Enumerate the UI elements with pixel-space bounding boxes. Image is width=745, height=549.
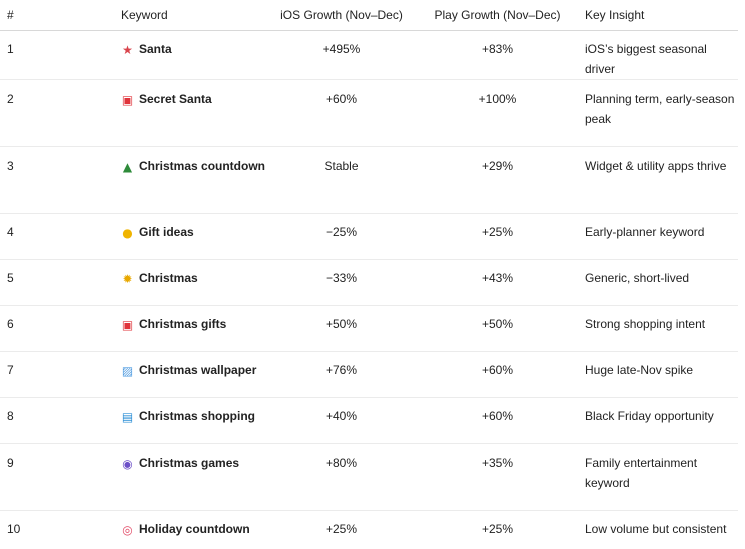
- keyword-text: Christmas gifts: [139, 317, 226, 331]
- keyword-text: Christmas shopping: [139, 409, 255, 423]
- row-play-growth: +25%: [417, 511, 578, 549]
- row-number: 10: [0, 511, 113, 549]
- row-number: 5: [0, 260, 113, 306]
- row-keyword: ◉ Christmas games: [113, 444, 266, 511]
- row-keyword: ▣ Secret Santa: [113, 80, 266, 147]
- row-key-insight: Widget & utility apps thrive: [578, 147, 738, 214]
- header-keyword: Keyword: [113, 0, 266, 31]
- table-row: 6 ▣ Christmas gifts +50% +50% Strong shop…: [0, 306, 738, 352]
- row-number: 8: [0, 398, 113, 444]
- row-number: 7: [0, 352, 113, 398]
- game-controller-icon: ◉: [121, 458, 134, 471]
- row-ios-growth: −33%: [266, 260, 417, 306]
- row-play-growth: +60%: [417, 398, 578, 444]
- alarm-clock-icon: ◎: [121, 524, 134, 537]
- row-ios-growth: +80%: [266, 444, 417, 511]
- row-keyword: ▨ Christmas wallpaper: [113, 352, 266, 398]
- row-keyword: ★ Santa: [113, 31, 266, 80]
- keyword-text: Christmas games: [139, 456, 239, 470]
- keyword-text: Christmas wallpaper: [139, 363, 256, 377]
- table-row: 7 ▨ Christmas wallpaper +76% +60% Huge la…: [0, 352, 738, 398]
- row-ios-growth: +50%: [266, 306, 417, 352]
- row-number: 6: [0, 306, 113, 352]
- row-ios-growth: −25%: [266, 214, 417, 260]
- keyword-text: Christmas countdown: [139, 159, 265, 173]
- keyword-text: Holiday countdown: [139, 522, 250, 536]
- row-key-insight: Planning term, early-season peak: [578, 80, 738, 147]
- picture-icon: ▨: [121, 365, 134, 378]
- header-key-insight: Key Insight: [578, 0, 738, 31]
- row-play-growth: +50%: [417, 306, 578, 352]
- keyword-text: Santa: [139, 42, 172, 56]
- row-ios-growth: +25%: [266, 511, 417, 549]
- row-number: 3: [0, 147, 113, 214]
- table-row: 2 ▣ Secret Santa +60% +100% Planning term…: [0, 80, 738, 147]
- row-key-insight: Black Friday opportunity: [578, 398, 738, 444]
- row-key-insight: Family entertainment keyword: [578, 444, 738, 511]
- row-ios-growth: +76%: [266, 352, 417, 398]
- row-ios-growth: Stable: [266, 147, 417, 214]
- keyword-text: Secret Santa: [139, 92, 212, 106]
- light-bulb-icon: ●: [121, 227, 134, 240]
- table-row: 8 ▤ Christmas shopping +40% +60% Black Fr…: [0, 398, 738, 444]
- row-play-growth: +29%: [417, 147, 578, 214]
- header-ios-growth: iOS Growth (Nov–Dec): [266, 0, 417, 31]
- row-keyword: ◎ Holiday countdown: [113, 511, 266, 549]
- row-ios-growth: +60%: [266, 80, 417, 147]
- row-key-insight: iOS’s biggest seasonal driver: [578, 31, 738, 80]
- gift-icon: ▣: [121, 94, 134, 107]
- snowflake-icon: ✹: [121, 273, 134, 286]
- santa-icon: ★: [121, 44, 134, 57]
- row-play-growth: +60%: [417, 352, 578, 398]
- row-ios-growth: +495%: [266, 31, 417, 80]
- row-number: 4: [0, 214, 113, 260]
- christmas-tree-icon: ▲: [121, 161, 134, 174]
- row-play-growth: +100%: [417, 80, 578, 147]
- row-number: 1: [0, 31, 113, 80]
- row-key-insight: Generic, short-lived: [578, 260, 738, 306]
- row-number: 9: [0, 444, 113, 511]
- table-row: 1 ★ Santa +495% +83% iOS’s biggest season…: [0, 31, 738, 80]
- row-key-insight: Low volume but consistent: [578, 511, 738, 549]
- row-number: 2: [0, 80, 113, 147]
- keyword-text: Gift ideas: [139, 225, 194, 239]
- table-row: 5 ✹ Christmas −33% +43% Generic, short-li…: [0, 260, 738, 306]
- keyword-text: Christmas: [139, 271, 198, 285]
- row-keyword: ▲ Christmas countdown: [113, 147, 266, 214]
- table-header-row: # Keyword iOS Growth (Nov–Dec) Play Grow…: [0, 0, 738, 31]
- table-row: 10 ◎ Holiday countdown +25% +25% Low volu…: [0, 511, 738, 549]
- row-key-insight: Early-planner keyword: [578, 214, 738, 260]
- row-keyword: ▣ Christmas gifts: [113, 306, 266, 352]
- row-keyword: ● Gift ideas: [113, 214, 266, 260]
- header-play-growth: Play Growth (Nov–Dec): [417, 0, 578, 31]
- header-number: #: [0, 0, 113, 31]
- table-row: 3 ▲ Christmas countdown Stable +29% Widge…: [0, 147, 738, 214]
- row-play-growth: +83%: [417, 31, 578, 80]
- table-row: 4 ● Gift ideas −25% +25% Early-planner ke…: [0, 214, 738, 260]
- row-play-growth: +25%: [417, 214, 578, 260]
- row-play-growth: +35%: [417, 444, 578, 511]
- row-key-insight: Huge late-Nov spike: [578, 352, 738, 398]
- table-row: 9 ◉ Christmas games +80% +35% Family ente…: [0, 444, 738, 511]
- row-play-growth: +43%: [417, 260, 578, 306]
- shopping-bags-icon: ▤: [121, 411, 134, 424]
- row-keyword: ✹ Christmas: [113, 260, 266, 306]
- row-ios-growth: +40%: [266, 398, 417, 444]
- row-key-insight: Strong shopping intent: [578, 306, 738, 352]
- row-keyword: ▤ Christmas shopping: [113, 398, 266, 444]
- gift-icon: ▣: [121, 319, 134, 332]
